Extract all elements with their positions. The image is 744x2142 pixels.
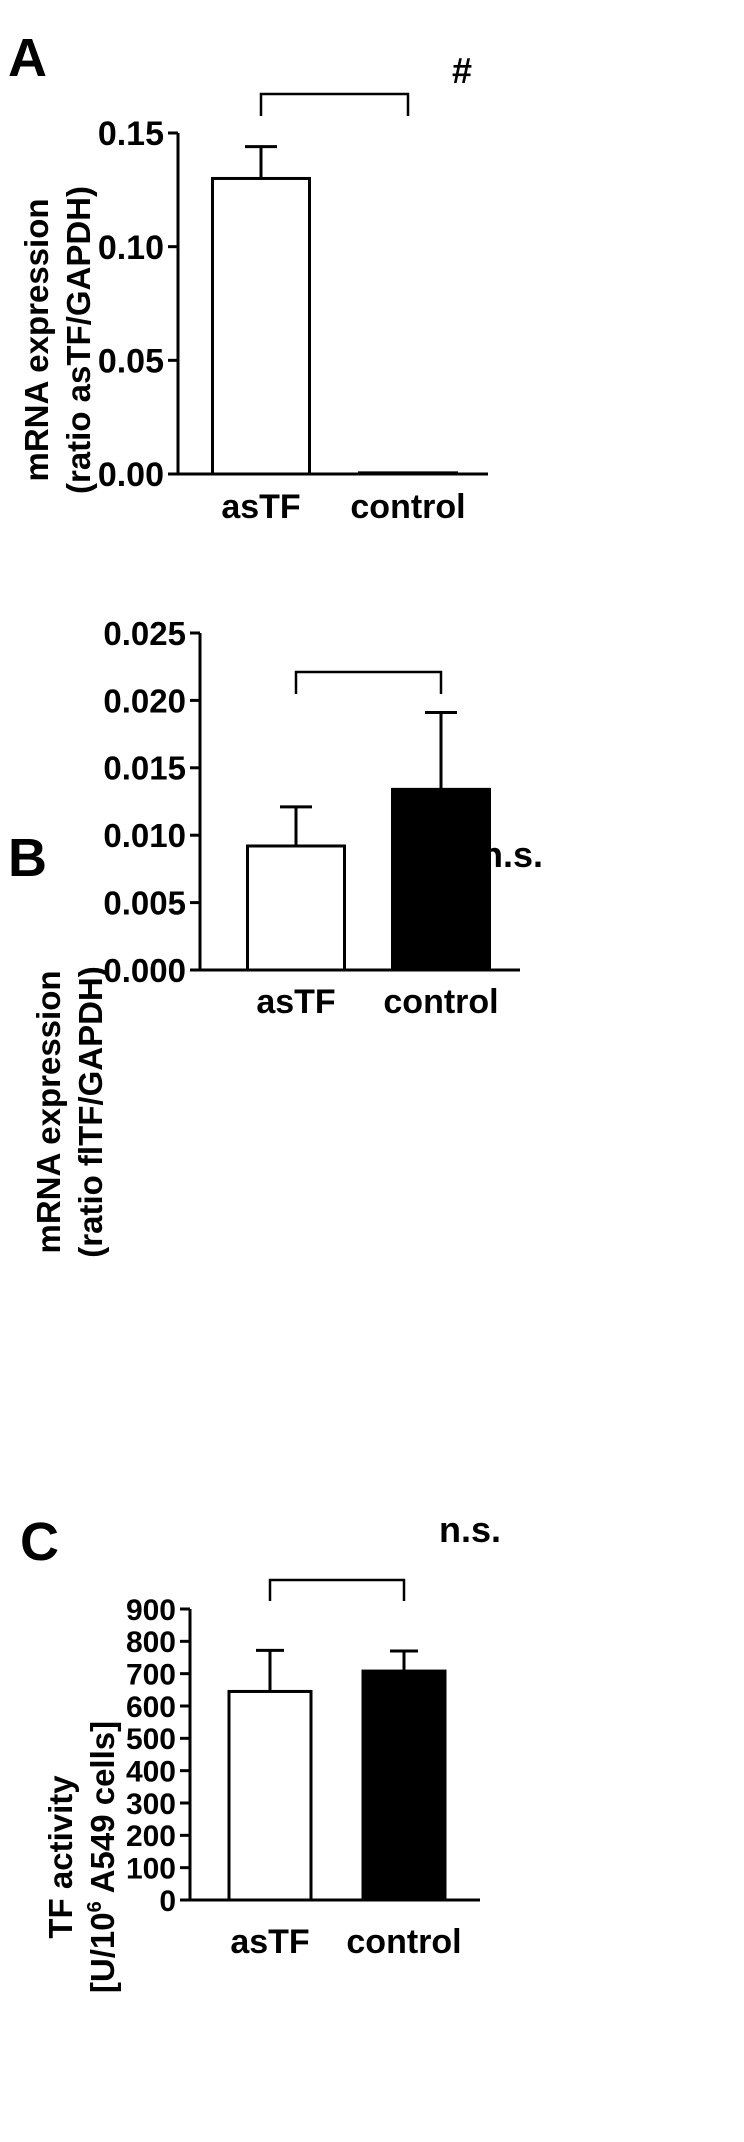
- panel-c: C n.s. TF activity [U/106 A549 cells] as…: [20, 1509, 501, 1993]
- panel-b-significance: n.s.: [481, 834, 543, 875]
- panel-b-ylabel-line2: (ratio flTF/GAPDH): [72, 966, 109, 1257]
- panel-b-ytick-label: 0.020: [103, 682, 186, 719]
- panel-c-bar-control: [361, 1669, 447, 1902]
- panel-c-ytick-label: 600: [126, 1691, 176, 1724]
- panel-c-ylabel-part2: A549 cells]: [84, 1721, 121, 1901]
- panel-b-ytick-label: 0.010: [103, 817, 186, 854]
- panel-b-bar-control: [391, 787, 491, 972]
- panel-b-category-label-control: control: [383, 983, 498, 1021]
- panel-c-significance-bracket: [268, 1578, 406, 1601]
- panel-c-category-label-asTF: asTF: [230, 1923, 309, 1961]
- panel-a-significance-bracket: [259, 92, 410, 116]
- panel-a-significance: #: [452, 50, 472, 91]
- panel-c-ytick-label: 300: [126, 1788, 176, 1821]
- panel-a-ytick-label: 0.05: [98, 343, 164, 381]
- panel-a-plot: asTF control 0.00 0.05 0.10 0.15: [98, 92, 488, 526]
- panel-a-ytick-label: 0.00: [98, 456, 164, 494]
- panel-b-ytick-label: 0.025: [103, 615, 186, 652]
- panel-a-ytick-label: 0.15: [98, 115, 164, 153]
- panel-b-letter: B: [8, 828, 47, 888]
- panel-c-ylabel-line1: TF activity: [42, 1775, 79, 1939]
- panel-c-ytick-label: 700: [126, 1658, 176, 1691]
- panel-c-ytick-label: 800: [126, 1626, 176, 1659]
- panel-b-ytick-label: 0.005: [103, 884, 186, 921]
- panel-c-ytick-label: 400: [126, 1755, 176, 1788]
- panel-b-plot: asTF control 0.000 0.005 0.010 0.015 0.020 0.02…: [103, 615, 520, 1021]
- panel-c-ytick-label: 100: [126, 1852, 176, 1885]
- panel-a-ylabel-line1: mRNA expression: [18, 198, 55, 481]
- panel-c-bar-asTF: [227, 1689, 313, 1902]
- panel-a-bar-asTF: [211, 176, 311, 476]
- panel-c-category-label-control: control: [346, 1923, 461, 1961]
- panel-b-significance-bracket: [294, 670, 443, 694]
- panel-c-ytick-label: 0: [159, 1885, 176, 1918]
- panel-c-significance: n.s.: [439, 1509, 501, 1550]
- panel-b-ytick-label: 0.000: [103, 952, 186, 989]
- panel-c-ytick-label: 200: [126, 1820, 176, 1853]
- panel-a-category-label-asTF: asTF: [221, 488, 300, 526]
- panel-a: A # mRNA expression (ratio asTF/GAPDH) a…: [8, 28, 488, 526]
- panel-a-letter: A: [8, 28, 47, 88]
- panel-c-ytick-label: 500: [126, 1723, 176, 1756]
- panel-a-category-label-control: control: [350, 488, 465, 526]
- panel-b: B n.s. mRNA expression (ratio flTF/GAPDH…: [8, 615, 543, 1258]
- panel-b-category-label-asTF: asTF: [256, 983, 335, 1021]
- panel-c-ytick-label: 900: [126, 1594, 176, 1627]
- panel-a-ylabel-line2: (ratio asTF/GAPDH): [60, 186, 97, 494]
- panel-c-ylabel-line2: [U/106 A549 cells]: [84, 1721, 121, 1993]
- panel-b-bar-asTF: [246, 844, 346, 972]
- panel-c-ylabel-superscript: 6: [84, 1901, 106, 1912]
- panel-a-ytick-label: 0.10: [98, 229, 164, 267]
- panel-c-ylabel-part1: [U/10: [84, 1912, 121, 1993]
- panel-b-ylabel-line1: mRNA expression: [30, 970, 67, 1253]
- panel-b-ytick-label: 0.015: [103, 750, 186, 787]
- panel-c-letter: C: [20, 1512, 59, 1572]
